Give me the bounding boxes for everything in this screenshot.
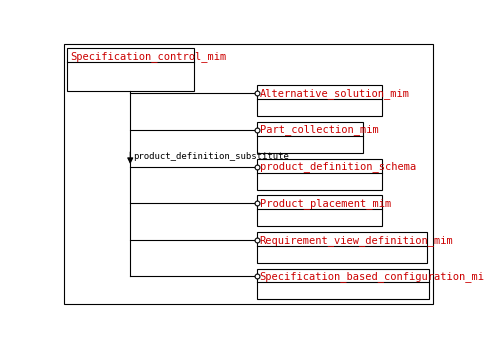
Text: Alternative_solution_mim: Alternative_solution_mim	[260, 88, 409, 99]
Bar	[257, 195, 382, 226]
Text: product_definition_substitute: product_definition_substitute	[134, 151, 289, 160]
Bar	[257, 268, 429, 299]
Bar	[257, 122, 363, 153]
Text: Specification_control_mim: Specification_control_mim	[70, 51, 226, 61]
Text: Product_placement_mim: Product_placement_mim	[260, 198, 391, 209]
Text: Specification_based_configuration_mim: Specification_based_configuration_mim	[260, 271, 484, 282]
Bar	[257, 233, 427, 263]
Bar	[257, 159, 382, 190]
Bar	[67, 48, 194, 91]
Text: product_definition_schema: product_definition_schema	[260, 161, 416, 172]
Bar	[257, 85, 382, 116]
Text: Part_collection_mim: Part_collection_mim	[260, 125, 378, 136]
Text: Requirement_view_definition_mim: Requirement_view_definition_mim	[260, 235, 454, 246]
